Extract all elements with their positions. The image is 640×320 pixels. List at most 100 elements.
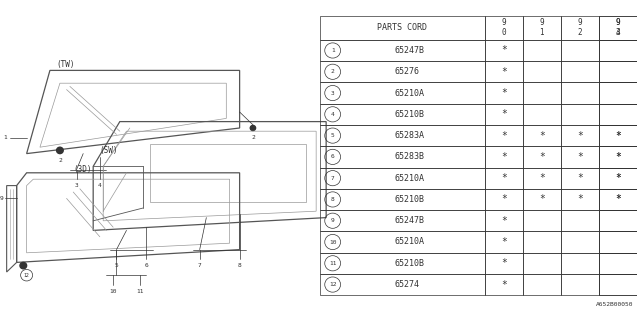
Bar <box>320 61 484 82</box>
Text: *: * <box>501 216 507 226</box>
Bar <box>599 146 637 168</box>
Bar <box>484 231 523 253</box>
Text: 9
2: 9 2 <box>577 18 582 37</box>
Bar <box>320 189 484 210</box>
Bar <box>523 82 561 104</box>
Bar <box>320 231 484 253</box>
Text: 9: 9 <box>331 218 335 223</box>
Bar <box>561 15 599 40</box>
Text: A652B00050: A652B00050 <box>596 302 634 307</box>
Text: 5: 5 <box>331 133 335 138</box>
Text: 8: 8 <box>331 197 335 202</box>
Text: *: * <box>501 152 507 162</box>
Text: (3D): (3D) <box>73 165 92 174</box>
Text: (TW): (TW) <box>56 60 75 68</box>
Bar <box>320 125 484 146</box>
Bar <box>523 40 561 61</box>
Text: (SW): (SW) <box>100 146 118 155</box>
Bar <box>599 168 637 189</box>
Bar <box>523 146 561 168</box>
Text: 7: 7 <box>331 176 335 181</box>
Text: 10: 10 <box>109 289 117 294</box>
Bar <box>561 40 599 61</box>
Text: 6: 6 <box>145 263 148 268</box>
Bar <box>523 15 561 40</box>
Text: 2: 2 <box>251 135 255 140</box>
Text: 65210B: 65210B <box>394 259 424 268</box>
Bar <box>599 40 637 61</box>
Bar <box>599 82 637 104</box>
Text: 1: 1 <box>331 48 335 53</box>
Text: 3: 3 <box>331 91 335 96</box>
Circle shape <box>20 262 27 269</box>
Text: 9: 9 <box>0 196 4 201</box>
Text: 4: 4 <box>98 183 102 188</box>
Bar <box>599 189 637 210</box>
Bar <box>599 40 637 61</box>
Bar <box>320 40 484 61</box>
Text: 3: 3 <box>75 183 79 188</box>
Bar <box>599 210 637 231</box>
Bar <box>599 104 637 125</box>
Bar <box>599 125 637 146</box>
Bar <box>561 168 599 189</box>
Bar <box>484 125 523 146</box>
Bar <box>484 40 523 61</box>
Bar <box>484 146 523 168</box>
Bar <box>523 210 561 231</box>
Bar <box>523 125 561 146</box>
Bar <box>561 125 599 146</box>
Text: *: * <box>615 131 621 140</box>
Text: *: * <box>539 195 545 204</box>
Bar <box>484 61 523 82</box>
Bar <box>523 104 561 125</box>
Text: 65247B: 65247B <box>394 46 424 55</box>
Bar <box>320 104 484 125</box>
Text: *: * <box>501 237 507 247</box>
Text: 11: 11 <box>136 289 143 294</box>
Bar <box>599 210 637 231</box>
Bar <box>599 231 637 253</box>
Text: 65210A: 65210A <box>394 174 424 183</box>
Text: 9
4: 9 4 <box>616 18 620 37</box>
Bar <box>599 253 637 274</box>
Text: 12: 12 <box>24 273 29 278</box>
Text: *: * <box>501 131 507 140</box>
Bar <box>320 253 484 274</box>
Text: *: * <box>577 152 582 162</box>
Text: 65274: 65274 <box>394 280 419 289</box>
Bar <box>561 253 599 274</box>
Text: *: * <box>615 173 621 183</box>
Text: *: * <box>615 152 621 162</box>
Bar <box>484 189 523 210</box>
Bar <box>561 210 599 231</box>
Text: 65210B: 65210B <box>394 195 424 204</box>
Text: 10: 10 <box>329 239 337 244</box>
Bar <box>599 168 637 189</box>
Text: 6: 6 <box>331 154 335 159</box>
Bar <box>320 210 484 231</box>
Text: 12: 12 <box>329 282 337 287</box>
Bar <box>320 274 484 295</box>
Text: 4: 4 <box>331 112 335 117</box>
Text: *: * <box>501 173 507 183</box>
Text: 65210A: 65210A <box>394 237 424 246</box>
Bar <box>561 82 599 104</box>
Bar <box>599 61 637 82</box>
Bar <box>599 61 637 82</box>
Text: *: * <box>615 195 621 204</box>
Bar <box>484 210 523 231</box>
Bar <box>599 274 637 295</box>
Bar <box>523 231 561 253</box>
Text: 1: 1 <box>3 135 6 140</box>
Text: *: * <box>539 131 545 140</box>
Bar <box>484 274 523 295</box>
Text: 8: 8 <box>237 263 241 268</box>
Bar <box>561 274 599 295</box>
Bar <box>599 125 637 146</box>
Bar <box>599 104 637 125</box>
Text: PARTS CORD: PARTS CORD <box>378 23 428 32</box>
Text: 5: 5 <box>115 263 118 268</box>
Text: 7: 7 <box>198 263 202 268</box>
Bar <box>484 104 523 125</box>
